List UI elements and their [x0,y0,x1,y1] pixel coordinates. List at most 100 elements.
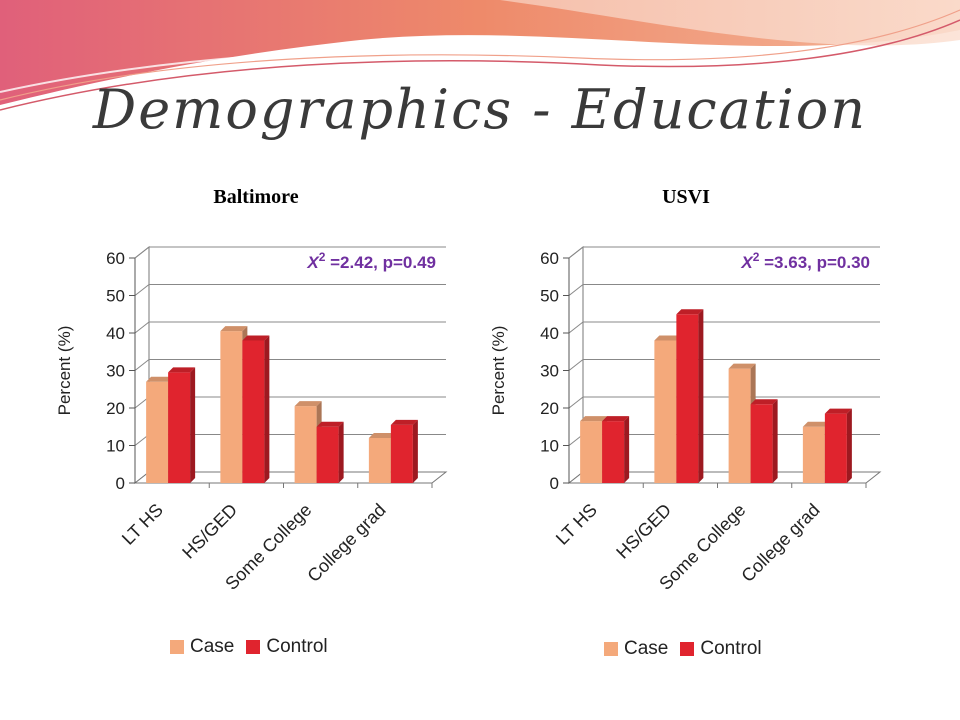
bar-face [316,426,339,483]
bar-top [294,401,322,407]
y-tick-label: 30 [106,362,125,381]
gridline-side [134,246,150,259]
bar-face [602,421,625,483]
bar-top [146,376,174,382]
slide-title: Demographics - Education [92,78,868,141]
stat-annotation: X2 =3.63, p=0.30 [740,250,870,272]
chart-title-baltimore: Baltimore [213,186,299,208]
legend-item-control: Control [680,638,762,660]
bar-side [264,335,270,483]
legend-usvi: Case Control [604,638,774,660]
bar-face [654,340,677,483]
bar-control [316,421,344,483]
bar-face [168,372,191,483]
bar-side [772,399,778,483]
stat-annotation: X2 =2.42, p=0.49 [306,250,436,272]
legend-label-control: Control [700,638,762,659]
gridline-side [568,359,584,371]
y-axis-label: Percent (%) [489,326,508,416]
bar-face [824,413,847,483]
bar-side [338,421,344,483]
legend-swatch-case [170,640,184,654]
x-tick-label: College grad [737,500,823,586]
bar-top [220,326,248,332]
bar-control [676,309,704,483]
bar-top [728,363,756,369]
legend-label-case: Case [190,636,235,657]
y-tick-label: 20 [106,399,125,418]
bar-top [168,367,196,373]
chart-usvi: 0 10 20 30 40 50 60 Percent (%) LT HS HS/GED Some … [474,230,894,634]
gridline-side [568,396,584,409]
y-tick-label: 50 [106,287,125,306]
bar-face [242,340,265,483]
bar-control [602,416,630,483]
bar-top [654,335,682,341]
gridline-side [568,321,584,334]
legend-label-control: Control [266,636,328,657]
bar-face [220,331,243,483]
background-waves [0,0,960,111]
y-axis-label: Percent (%) [55,326,74,416]
bar-top [242,335,270,341]
x-tick-label: HS/GED [612,500,675,563]
legend-item-case: Case [604,638,668,660]
y-tick-label: 60 [540,249,559,268]
y-tick-label: 40 [540,324,559,343]
bar-control [242,335,270,483]
y-tick-label: 50 [540,287,559,306]
bar-top [676,309,704,315]
legend-swatch-control [246,640,261,654]
y-tick-label: 0 [116,474,125,493]
x-tick-label: LT HS [552,500,601,549]
bar-side [624,416,630,483]
legend-baltimore: Case Control [170,636,340,658]
bar-top [602,416,630,422]
bar-side [698,309,704,483]
bar-face [728,368,751,483]
gridline-side [568,246,584,259]
bar-control [824,408,852,483]
legend-swatch-control [680,642,695,656]
bar-side [190,367,196,483]
bar-face [294,406,317,483]
bar-face [676,314,699,483]
bar-top [316,421,344,427]
bar-face [802,426,825,483]
chart-baltimore: 0 10 20 30 40 50 60 Percent (%) LT HS HS/GED Some … [40,230,460,634]
chart-title-usvi: USVI [662,186,710,208]
bar-top [368,433,396,438]
bar-face [146,381,169,483]
bar-side [412,419,418,483]
y-tick-label: 60 [106,249,125,268]
y-tick-label: 20 [540,399,559,418]
bar-control [750,399,778,483]
bar-top [750,399,778,405]
gridline-side [134,284,150,296]
legend-label-case: Case [624,638,669,659]
bar-top [802,421,830,427]
bar-top [390,419,418,425]
legend-item-case: Case [170,636,234,658]
bar-face [368,438,391,483]
legend-item-control: Control [246,636,328,658]
gridline-side [134,359,150,371]
bar-face [750,404,773,483]
bar-face [580,421,603,483]
bar-control [390,419,418,483]
bar-top [824,408,852,414]
legend-swatch-case [604,642,618,656]
x-tick-label: LT HS [118,500,167,549]
y-tick-label: 10 [106,437,125,456]
y-tick-label: 10 [540,437,559,456]
x-tick-label: HS/GED [178,500,241,563]
bar-top [580,416,608,422]
gridline-side [568,284,584,296]
bar-side [846,408,852,483]
y-tick-label: 30 [540,362,559,381]
gridline-side [134,321,150,334]
bar-face [390,424,413,483]
y-tick-label: 40 [106,324,125,343]
